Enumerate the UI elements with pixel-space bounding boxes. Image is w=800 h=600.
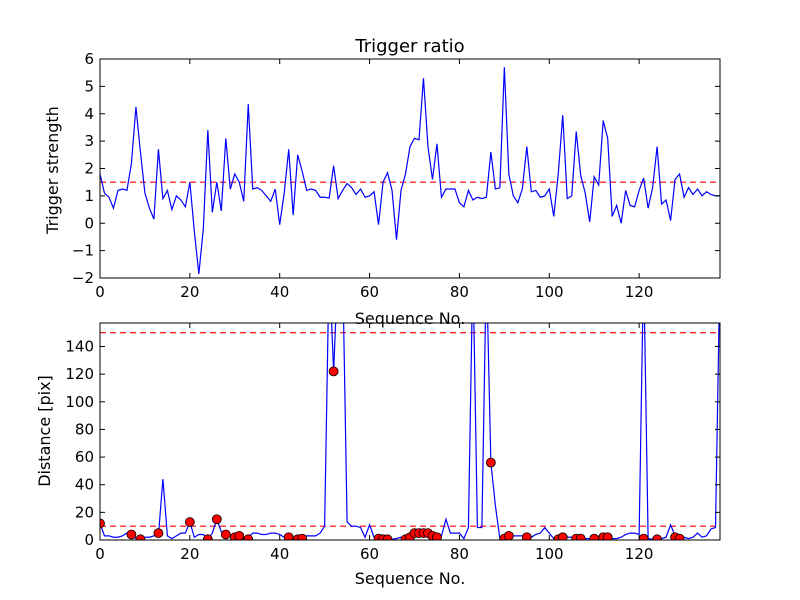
top-y-tick-label: −1	[72, 242, 94, 260]
bottom-marker-29	[521, 532, 532, 540]
bottom-marker-9	[234, 530, 245, 540]
top-y-tick-label: 5	[84, 77, 94, 95]
bottom-x-tick-label: 120	[625, 545, 654, 563]
top-x-tick-label: 20	[180, 283, 199, 301]
trigger-ratio-panel: Trigger ratio 0 20 40 60 80 100 120 −2 −1 0 1 2 3 4 5 6…	[43, 36, 721, 328]
bottom-series-group	[100, 323, 720, 540]
bottom-marker-11	[283, 532, 294, 540]
bottom-marker-1	[126, 529, 137, 540]
top-x-tick-label: 100	[535, 283, 564, 301]
bottom-marker-10	[243, 534, 254, 540]
top-y-tick-label: 4	[84, 105, 94, 123]
bottom-marker-6	[211, 514, 222, 525]
bottom-marker-13	[297, 533, 308, 540]
bottom-marker-33	[575, 533, 586, 540]
bottom-marker-25	[432, 532, 442, 540]
bottom-y-tick-label: 40	[75, 476, 94, 494]
bottom-marker-28	[503, 530, 514, 540]
bottom-x-tick-label: 60	[360, 545, 379, 563]
top-x-tick-label: 80	[450, 283, 469, 301]
top-y-tick-label: 0	[84, 214, 94, 232]
bottom-x-tick-label: 20	[180, 545, 199, 563]
bottom-marker-7	[220, 529, 231, 540]
distance-panel: 0 20 40 60 80 100 120 0 20 40 60 80 100 120 140 Sequen…	[35, 322, 721, 588]
top-x-tick-label: 60	[360, 283, 379, 301]
top-y-axis-label: Trigger strength	[43, 106, 62, 235]
bottom-axes-frame	[99, 322, 721, 541]
top-x-tick-label: 0	[95, 283, 105, 301]
bottom-marker-4	[184, 517, 195, 527]
bottom-y-tick-label: 120	[65, 365, 94, 383]
bottom-marker-17	[382, 534, 393, 540]
bottom-y-tick-label: 20	[75, 503, 94, 521]
bottom-marker-3	[153, 528, 164, 538]
bottom-x-tick-label: 40	[270, 545, 289, 563]
bottom-marker-5	[202, 534, 213, 540]
bottom-marker-31	[557, 532, 568, 540]
top-y-tick-label: 3	[84, 132, 94, 150]
bottom-marker-14	[328, 366, 339, 377]
bottom-y-tick-label: 60	[75, 448, 94, 466]
bottom-y-tick-label: 0	[84, 531, 94, 549]
top-x-tick-label: 40	[270, 283, 289, 301]
chart-title: Trigger ratio	[354, 36, 464, 57]
top-y-tick-label: 1	[84, 187, 94, 205]
distance-plot-area: 0 20 40 60 80 100 120 0 20 40 60 80 100 120 140	[65, 322, 721, 563]
bottom-y-axis-label: Distance [pix]	[35, 375, 54, 487]
bottom-marker-36	[602, 532, 613, 540]
bottom-y-tick-label: 100	[65, 393, 94, 411]
bottom-y-tick-label: 140	[65, 337, 94, 355]
bottom-marker-0	[100, 518, 105, 529]
top-series-group	[100, 67, 720, 274]
bottom-x-tick-label: 100	[535, 545, 564, 563]
top-y-tick-label: −2	[72, 269, 94, 287]
trigger-ratio-plot-area: 0 20 40 60 80 100 120 −2 −1 0 1 2 3 4 5 6	[72, 50, 721, 301]
bottom-x-tick-label: 0	[95, 545, 105, 563]
bottom-x-tick-label: 80	[450, 545, 469, 563]
bottom-y-tick-label: 80	[75, 420, 94, 438]
bottom-marker-40	[674, 533, 685, 540]
bottom-marker-26	[485, 457, 496, 468]
top-y-tick-label: 2	[84, 160, 94, 178]
bottom-marker-2	[135, 534, 146, 540]
top-series-line-0	[100, 67, 720, 274]
bottom-marker-38	[652, 534, 663, 540]
bottom-x-axis-label: Sequence No.	[355, 569, 466, 588]
top-x-axis-label: Sequence No.	[355, 309, 466, 328]
top-y-tick-label: 6	[84, 50, 94, 68]
top-x-tick-label: 120	[625, 283, 654, 301]
